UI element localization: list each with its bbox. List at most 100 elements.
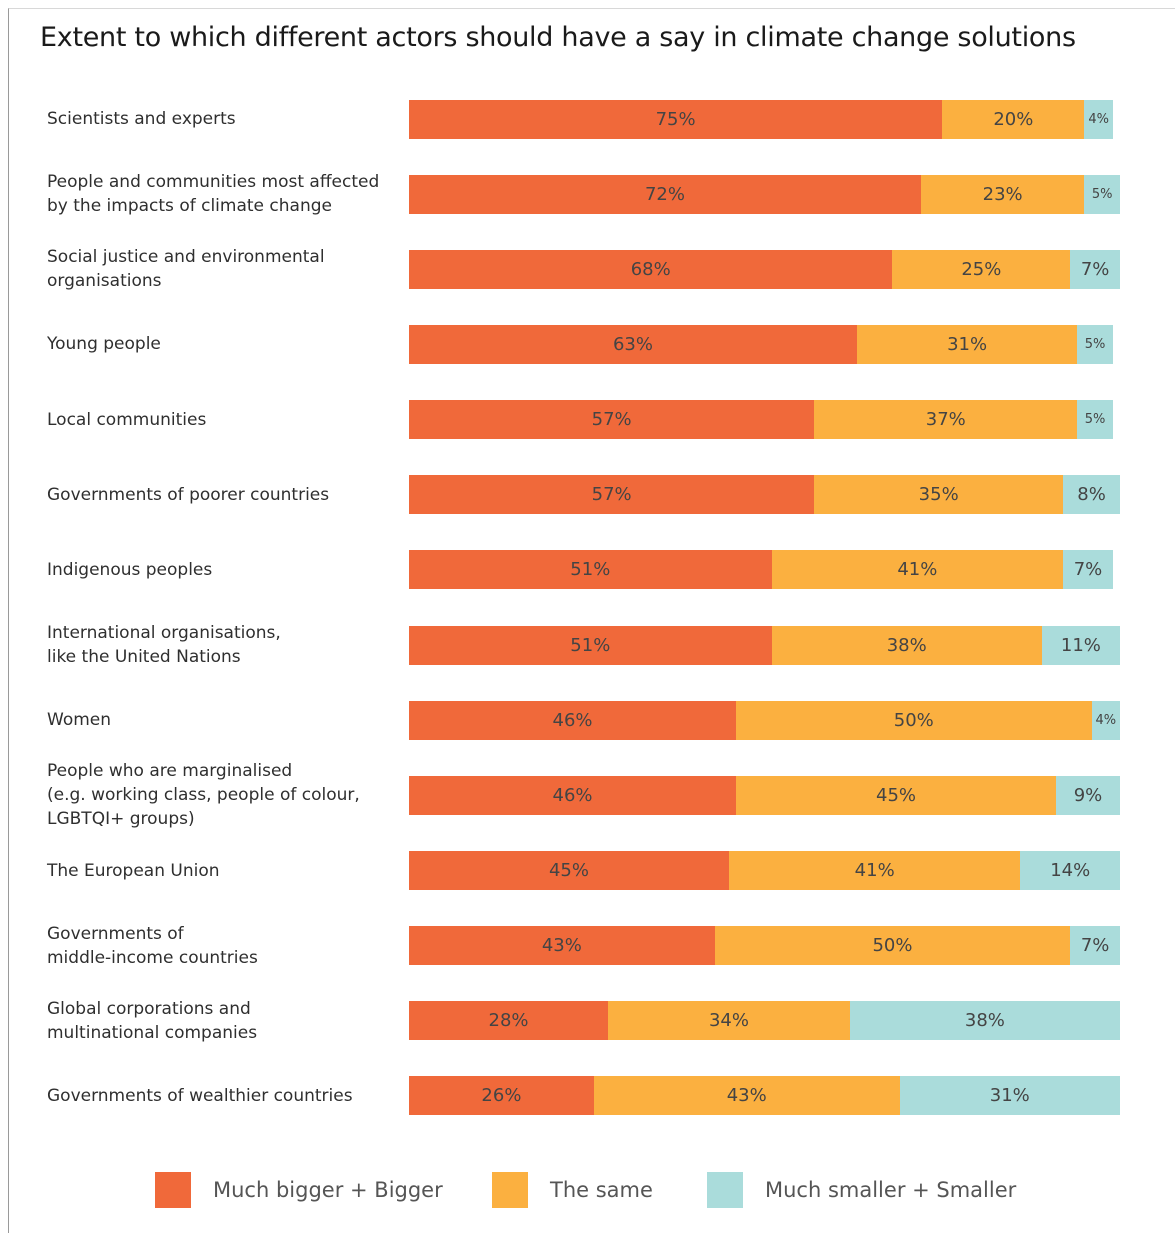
category-label: Global corporations and multinational co… <box>47 998 258 1043</box>
data-label: 31% <box>989 1085 1030 1107</box>
category-label: Scientists and experts <box>47 109 236 129</box>
bar-segment: 23% <box>920 174 1085 214</box>
data-label: 23% <box>982 183 1023 205</box>
bar-segment: 57% <box>409 400 815 440</box>
bar-segment: 28% <box>409 1001 609 1041</box>
category-label: Social justice and environmental organis… <box>47 247 325 292</box>
chart-title: Extent to which different actors should … <box>40 22 1076 53</box>
data-label: 63% <box>612 333 653 355</box>
data-label: 4% <box>1095 712 1117 728</box>
bar-segment: 46% <box>409 700 737 740</box>
data-label: 14% <box>1050 860 1091 881</box>
bar-segment: 8% <box>1063 475 1120 515</box>
bar-segment: 63% <box>409 324 857 364</box>
category-label: Local communities <box>47 409 207 430</box>
legend-label: The same <box>550 1178 653 1202</box>
data-label: 4% <box>1088 111 1109 127</box>
data-label: 25% <box>961 258 1002 280</box>
legend-label: Much smaller + Smaller <box>765 1178 1017 1202</box>
legend-swatch <box>492 1172 528 1208</box>
bar-segment: 5% <box>1084 174 1120 214</box>
data-label: 37% <box>925 409 966 431</box>
category-label: People and communities most affected by … <box>47 172 380 217</box>
bar-segment: 7% <box>1070 249 1120 289</box>
data-label: 38% <box>964 1010 1005 1032</box>
bar-segment: 38% <box>849 1001 1120 1041</box>
data-label: 5% <box>1084 412 1106 428</box>
data-label: 75% <box>655 108 696 130</box>
bar-segment: 68% <box>409 249 893 289</box>
bar-segment: 50% <box>736 700 1092 740</box>
data-label: 9% <box>1073 784 1103 806</box>
data-label: 35% <box>918 484 959 506</box>
bar-segment: 41% <box>728 851 1021 890</box>
category-label: Governments of wealthier countries <box>47 1085 353 1106</box>
data-label: 46% <box>552 784 593 806</box>
bar-row: 57% 37% 5% <box>409 400 1120 440</box>
bar-row: 46% 50% 4% <box>409 700 1120 740</box>
bar-segment: 41% <box>771 550 1064 590</box>
bar-row: 45% 41% 14% <box>409 851 1120 890</box>
bar-segment: 4% <box>1091 700 1120 740</box>
bar-segment: 9% <box>1056 775 1120 815</box>
bar-row: 43% 50% 7% <box>409 926 1120 966</box>
legend-item: The same <box>492 1171 653 1209</box>
bar-segment: 26% <box>409 1076 594 1116</box>
bar-segment: 45% <box>736 775 1056 815</box>
legend-item: Much bigger + Bigger <box>155 1171 443 1209</box>
bar-segment: 37% <box>814 400 1078 440</box>
category-label: Women <box>47 710 112 731</box>
bar-segment: 38% <box>771 625 1042 665</box>
data-label: 57% <box>591 484 632 506</box>
category-label: International organisations, like the Un… <box>47 623 281 668</box>
bar-segment: 25% <box>892 249 1071 289</box>
bar-segment: 43% <box>409 926 715 966</box>
bar-segment: 57% <box>409 475 815 515</box>
bar-segment: 5% <box>1077 400 1113 440</box>
bar-segment: 35% <box>814 475 1064 515</box>
bar-segment: 11% <box>1041 625 1120 665</box>
data-label: 26% <box>481 1085 522 1107</box>
bar-row: 63% 31% 5% <box>409 324 1120 364</box>
data-label: 41% <box>897 559 938 581</box>
data-label: 31% <box>947 333 988 355</box>
data-label: 7% <box>1080 935 1110 957</box>
bar-segment: 50% <box>714 926 1071 966</box>
bar-segment: 75% <box>409 99 943 139</box>
data-label: 41% <box>854 860 895 881</box>
data-label: 46% <box>552 709 593 731</box>
data-label: 7% <box>1073 559 1103 581</box>
data-label: 11% <box>1060 634 1101 656</box>
legend-swatch <box>155 1172 191 1208</box>
bar-segment: 5% <box>1077 324 1113 364</box>
data-label: 68% <box>630 258 671 280</box>
category-label: People who are marginalised (e.g. workin… <box>47 761 360 830</box>
chart-legend: Much bigger + Bigger The same Much smaller… <box>0 1171 1175 1209</box>
bar-segment: 46% <box>409 775 737 815</box>
bar-row: 26% 43% 31% <box>409 1076 1120 1116</box>
bar-row: 28% 34% 38% <box>409 1001 1120 1041</box>
category-label: The European Union <box>47 860 220 881</box>
data-label: 51% <box>570 634 611 656</box>
data-label: 28% <box>488 1010 529 1032</box>
bar-segment: 45% <box>409 851 729 890</box>
bar-segment: 72% <box>409 174 921 214</box>
bar-segment: 7% <box>1063 550 1113 590</box>
category-label: Governments of poorer countries <box>47 484 330 505</box>
bar-segment: 34% <box>608 1001 850 1041</box>
category-label: Governments of middle-income countries <box>47 923 258 968</box>
bar-segment: 43% <box>593 1076 900 1116</box>
bar-segment: 51% <box>409 625 772 665</box>
data-label: 50% <box>872 935 913 957</box>
bar-row: 51% 38% 11% <box>409 625 1120 665</box>
data-label: 38% <box>886 634 927 656</box>
chart-frame <box>8 8 1175 1233</box>
bar-segment: 4% <box>1084 99 1113 139</box>
category-label: Indigenous peoples <box>47 559 213 580</box>
bar-row: 75% 20% 4% <box>409 99 1120 139</box>
data-label: 20% <box>993 108 1034 130</box>
data-label: 51% <box>570 559 611 581</box>
bar-segment: 14% <box>1020 851 1120 890</box>
bar-row: 46% 45% 9% <box>409 775 1120 815</box>
bar-row: 57% 35% 8% <box>409 475 1120 515</box>
